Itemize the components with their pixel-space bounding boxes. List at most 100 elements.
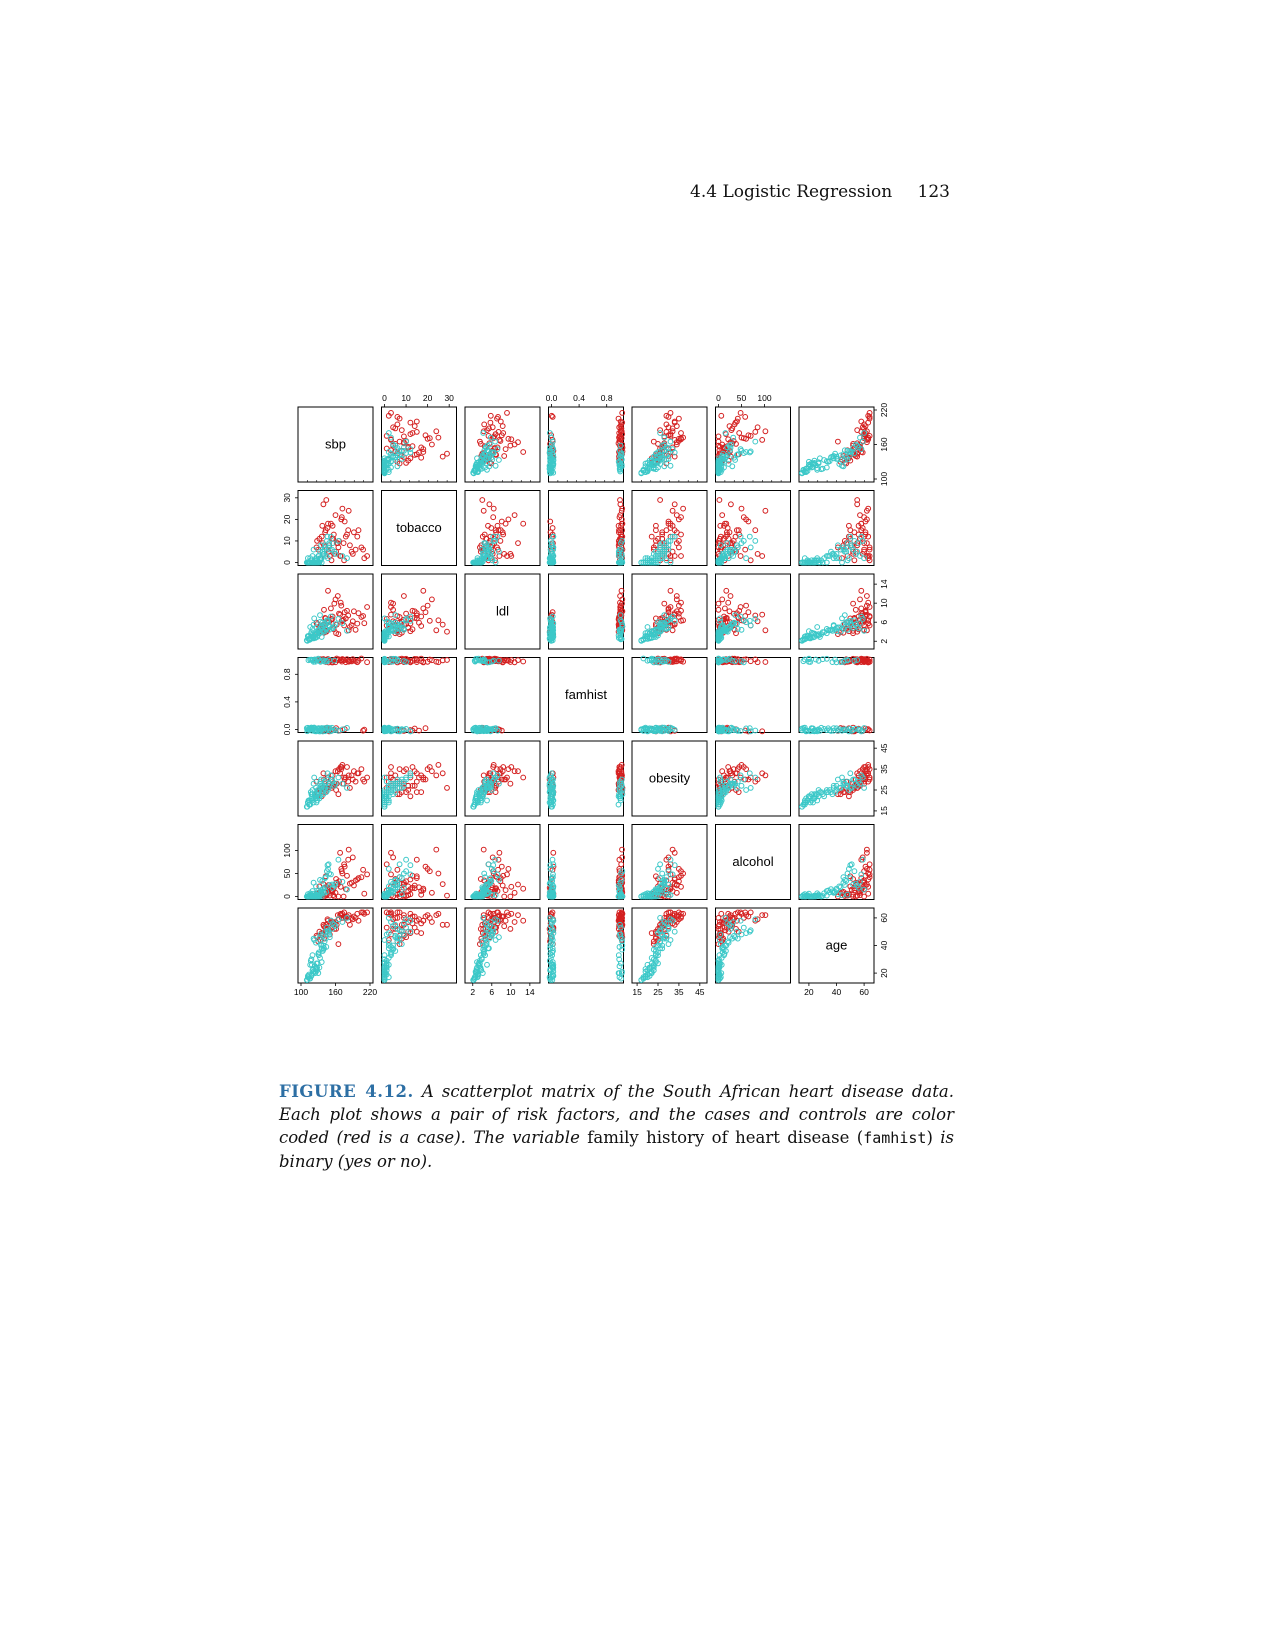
point-case	[439, 453, 446, 460]
point-control	[616, 626, 623, 633]
point-control	[486, 455, 492, 462]
point-case	[861, 548, 867, 555]
point-case	[653, 527, 659, 534]
point-case	[717, 443, 723, 450]
point-case	[728, 501, 734, 508]
point-case	[314, 538, 320, 544]
point-case	[426, 435, 433, 442]
point-case	[715, 442, 722, 449]
point-case	[388, 436, 394, 443]
cell-frame	[548, 573, 624, 650]
point-control	[381, 789, 388, 796]
point-case	[663, 421, 670, 428]
cell-frame	[548, 490, 624, 566]
point-control	[811, 727, 818, 734]
point-case	[413, 778, 420, 785]
point-control	[806, 658, 812, 665]
point-case	[318, 533, 325, 540]
point-case	[490, 514, 497, 521]
diagonal-label-tobacco: tobacco	[396, 520, 442, 535]
point-case	[508, 910, 515, 917]
point-case	[661, 600, 668, 607]
point-case	[619, 419, 626, 426]
point-case	[738, 434, 745, 441]
point-control	[801, 727, 808, 733]
matrix-cell-sbp-obesity	[631, 406, 708, 483]
cell-frame	[631, 490, 708, 566]
point-case	[745, 432, 752, 439]
point-control	[642, 633, 649, 639]
point-case	[344, 872, 350, 879]
point-case	[341, 518, 348, 525]
point-case	[505, 516, 512, 523]
point-case	[865, 436, 872, 443]
point-control	[661, 457, 668, 463]
matrix-cell-alcohol-sbp	[297, 824, 374, 900]
point-case	[337, 553, 344, 559]
point-case	[407, 419, 414, 426]
point-control	[717, 542, 724, 549]
point-case	[743, 602, 750, 609]
point-control	[320, 787, 327, 793]
matrix-cell-age-sbp	[297, 907, 374, 984]
point-control	[546, 469, 553, 475]
point-control	[823, 559, 830, 566]
point-case	[740, 435, 747, 442]
point-case	[507, 893, 514, 900]
point-case	[671, 453, 678, 460]
point-case	[857, 596, 863, 603]
point-case	[331, 600, 338, 607]
point-control	[800, 658, 807, 665]
point-control	[326, 782, 333, 789]
diagonal-label-alcohol: alcohol	[732, 854, 773, 869]
matrix-cell-sbp-sbp: sbp	[297, 406, 374, 483]
point-case	[754, 424, 761, 431]
point-control	[483, 728, 490, 734]
point-control	[381, 659, 388, 666]
matrix-cell-tobacco-ldl	[464, 490, 541, 566]
point-control	[657, 430, 664, 436]
point-case	[615, 415, 622, 422]
point-case	[497, 418, 504, 425]
point-case	[865, 419, 872, 426]
point-control	[314, 791, 320, 798]
point-control	[815, 631, 822, 638]
point-case	[383, 924, 390, 931]
point-control	[726, 623, 733, 630]
point-control	[732, 658, 739, 665]
point-case	[341, 609, 348, 616]
point-case	[673, 423, 680, 430]
point-control	[335, 538, 342, 544]
point-control	[317, 548, 323, 555]
point-control	[847, 725, 854, 732]
point-control	[659, 870, 666, 877]
point-control	[381, 461, 388, 468]
point-control	[738, 447, 745, 454]
point-case	[861, 546, 867, 553]
matrix-cell-sbp-ldl	[464, 406, 541, 483]
point-control	[381, 793, 388, 800]
point-case	[520, 774, 527, 781]
point-control	[616, 447, 623, 454]
point-case	[650, 438, 657, 445]
point-control	[619, 623, 626, 630]
point-control	[737, 613, 744, 620]
point-control	[480, 430, 487, 436]
point-control	[803, 469, 809, 475]
point-case	[861, 514, 867, 521]
point-case	[499, 882, 506, 889]
point-case	[348, 772, 355, 779]
point-control	[857, 620, 863, 627]
point-case	[847, 527, 854, 534]
point-control	[473, 464, 480, 470]
point-control	[839, 559, 845, 566]
matrix-cell-alcohol-obesity	[631, 824, 708, 900]
point-control	[640, 559, 647, 566]
point-case	[725, 436, 732, 443]
point-case	[433, 428, 440, 435]
point-control	[819, 656, 826, 663]
point-case	[663, 429, 670, 435]
cell-frame	[464, 657, 541, 733]
point-case	[489, 424, 496, 431]
point-control	[830, 727, 837, 734]
